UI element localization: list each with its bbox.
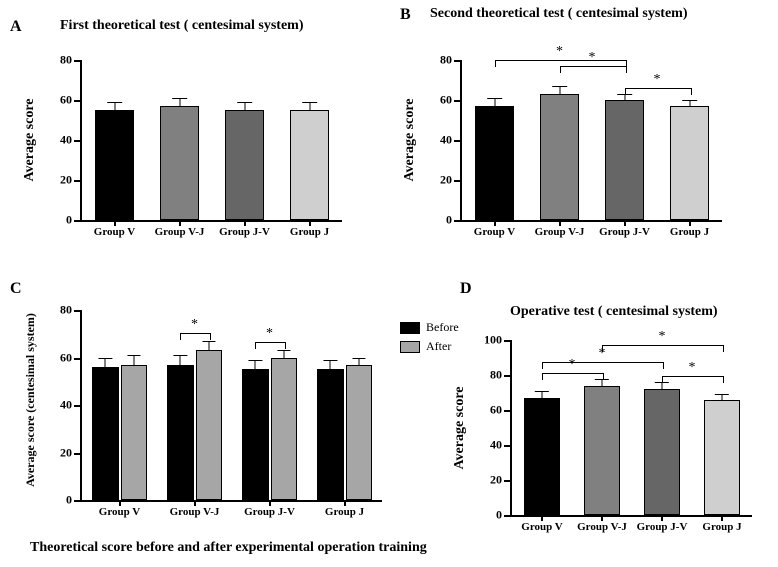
legend-swatch-after — [400, 341, 420, 353]
bar — [121, 365, 147, 500]
legend-label-after: After — [426, 339, 451, 354]
xtick-label: Group V-J — [577, 515, 627, 533]
ytick-label: 60 — [60, 350, 82, 365]
ytick-label: 20 — [60, 173, 82, 188]
panel-c-ylabel: Average score (centesimal system) — [23, 313, 38, 487]
significance-marker: * — [266, 326, 273, 342]
ytick-label: 80 — [60, 53, 82, 68]
xtick-label: Group J-V — [244, 500, 295, 518]
significance-marker: * — [556, 44, 563, 60]
ytick-label: 20 — [440, 173, 462, 188]
bar — [346, 365, 372, 500]
bar — [605, 100, 644, 220]
panel-d-ylabel: Average score — [452, 386, 468, 469]
panel-b-ylabel: Average score — [402, 98, 418, 181]
significance-marker: * — [599, 346, 606, 362]
bar — [225, 110, 264, 220]
significance-marker: * — [654, 72, 661, 88]
ytick-label: 60 — [490, 403, 512, 418]
bar — [704, 400, 740, 516]
panel-b-plot: 020406080Group VGroup V-JGroup J-VGroup … — [460, 60, 722, 222]
ytick-label: 0 — [66, 493, 82, 508]
panel-b-label: B — [400, 6, 411, 24]
bar — [242, 369, 268, 500]
ytick-label: 40 — [60, 398, 82, 413]
ytick-label: 40 — [440, 133, 462, 148]
legend-swatch-before — [400, 322, 420, 334]
bar — [670, 106, 709, 220]
bar — [475, 106, 514, 220]
panel-c-plot: 020406080Group VGroup V-JGroup J-VGroup … — [80, 310, 382, 502]
figure-root: A First theoretical test ( centesimal sy… — [0, 0, 778, 567]
bar — [160, 106, 199, 220]
legend-row-before: Before — [400, 320, 459, 335]
xtick-label: Group V-J — [155, 220, 205, 238]
ytick-label: 20 — [60, 445, 82, 460]
bar — [196, 350, 222, 500]
xtick-label: Group V-J — [535, 220, 585, 238]
xtick-label: Group V — [94, 220, 135, 238]
bar — [317, 369, 343, 500]
significance-marker: * — [191, 317, 198, 333]
significance-marker: * — [589, 50, 596, 66]
ytick-label: 100 — [484, 333, 512, 348]
panel-b-title: Second theoretical test ( centesimal sys… — [430, 6, 688, 22]
xtick-label: Group J — [702, 515, 741, 533]
ytick-label: 80 — [490, 368, 512, 383]
bar — [271, 358, 297, 501]
bar — [290, 110, 329, 220]
xtick-label: Group J-V — [599, 220, 650, 238]
xtick-label: Group V-J — [170, 500, 220, 518]
ytick-label: 80 — [60, 303, 82, 318]
panel-a-label: A — [10, 18, 22, 36]
bar — [540, 94, 579, 220]
bar — [95, 110, 134, 220]
ytick-label: 20 — [490, 473, 512, 488]
ytick-label: 40 — [490, 438, 512, 453]
panel-c-legend: Before After — [400, 320, 459, 358]
panel-d-plot: 020406080100Group VGroup V-JGroup J-VGro… — [510, 340, 752, 517]
ytick-label: 0 — [446, 213, 462, 228]
ytick-label: 40 — [60, 133, 82, 148]
panel-a-plot: 020406080Group VGroup V-JGroup J-VGroup … — [80, 60, 342, 222]
legend-row-after: After — [400, 339, 459, 354]
panel-d-title: Operative test ( centesimal system) — [510, 304, 718, 320]
panel-a-title: First theoretical test ( centesimal syst… — [60, 18, 303, 34]
xtick-label: Group J-V — [219, 220, 270, 238]
ytick-label: 0 — [496, 508, 512, 523]
bar — [92, 367, 118, 500]
ytick-label: 60 — [60, 93, 82, 108]
panel-d-label: D — [460, 280, 472, 298]
bar — [524, 398, 560, 515]
panel-c-caption: Theoretical score before and after exper… — [30, 540, 427, 556]
xtick-label: Group V — [521, 515, 562, 533]
ytick-label: 60 — [440, 93, 462, 108]
bar — [644, 389, 680, 515]
ytick-label: 0 — [66, 213, 82, 228]
panel-a-ylabel: Average score — [22, 98, 38, 181]
xtick-label: Group J — [325, 500, 364, 518]
bar — [584, 386, 620, 516]
bar — [167, 365, 193, 500]
xtick-label: Group J-V — [637, 515, 688, 533]
significance-marker: * — [659, 329, 666, 345]
xtick-label: Group V — [474, 220, 515, 238]
significance-marker: * — [689, 360, 696, 376]
xtick-label: Group J — [290, 220, 329, 238]
xtick-label: Group V — [99, 500, 140, 518]
panel-c-label: C — [10, 280, 22, 298]
ytick-label: 80 — [440, 53, 462, 68]
legend-label-before: Before — [426, 320, 459, 335]
xtick-label: Group J — [670, 220, 709, 238]
